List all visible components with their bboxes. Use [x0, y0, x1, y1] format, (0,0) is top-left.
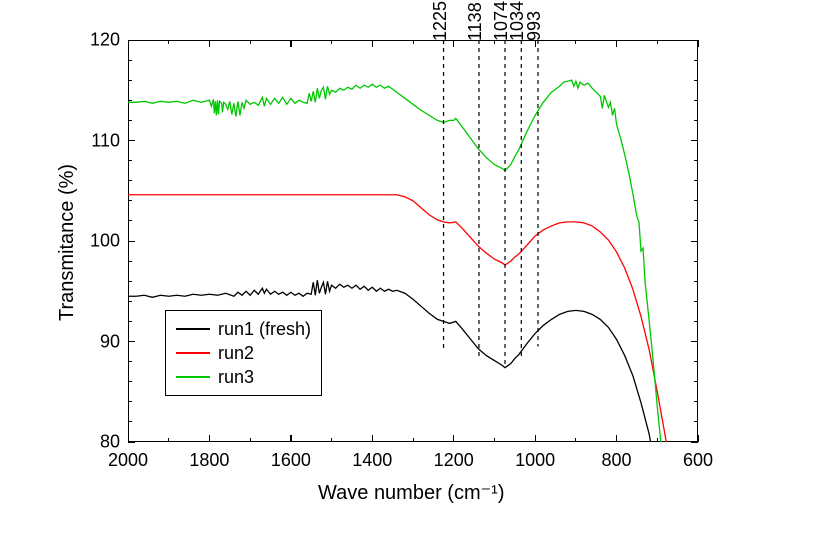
legend-item: run2	[176, 341, 311, 365]
series-line	[128, 80, 663, 482]
legend-label: run1 (fresh)	[218, 319, 311, 340]
legend-item: run3	[176, 365, 311, 389]
series-svg	[0, 0, 826, 543]
legend-label: run3	[218, 367, 254, 388]
ftir-chart: Transmitance (%) Wave number (cm⁻¹) 2000…	[0, 0, 826, 543]
legend-swatch	[176, 352, 210, 354]
legend-label: run2	[218, 343, 254, 364]
legend: run1 (fresh) run2 run3	[165, 310, 322, 396]
legend-swatch	[176, 376, 210, 378]
legend-item: run1 (fresh)	[176, 317, 311, 341]
legend-swatch	[176, 328, 210, 330]
